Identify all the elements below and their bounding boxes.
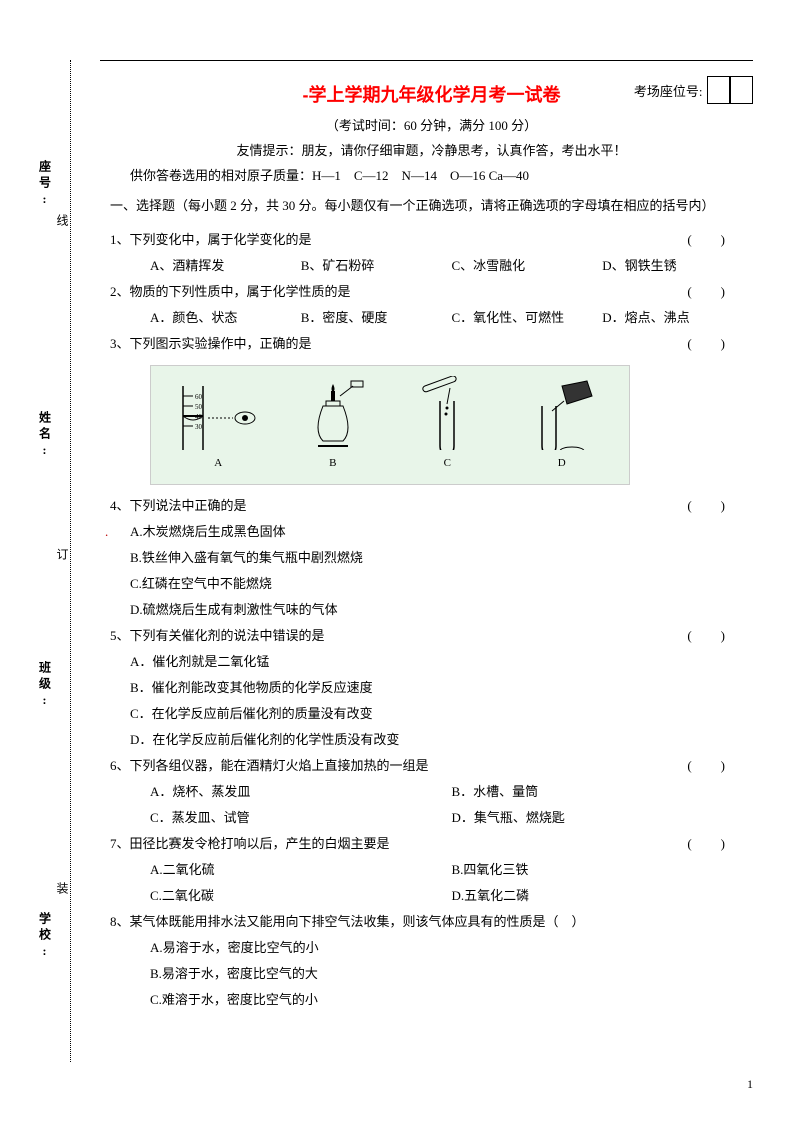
- diagram-d: D: [505, 376, 620, 474]
- diagram-c: C: [390, 376, 505, 474]
- seat-cell[interactable]: [729, 76, 753, 104]
- question-3: 3、下列图示实验操作中，正确的是 ( ) 60 50 40 30: [110, 331, 753, 485]
- exam-title: -学上学期九年级化学月考一试卷: [303, 81, 561, 107]
- q5-opt-b: B．催化剂能改变其他物质的化学反应速度: [130, 675, 753, 701]
- svg-text:50: 50: [195, 403, 203, 411]
- seat-number-box: 考场座位号:: [634, 76, 753, 104]
- q5-opt-c: C．在化学反应前后催化剂的质量没有改变: [130, 701, 753, 727]
- q5-opt-d: D．在化学反应前后催化剂的化学性质没有改变: [130, 727, 753, 753]
- header-row: -学上学期九年级化学月考一试卷 考场座位号:: [110, 81, 753, 107]
- q4-opt-d: D.硫燃烧后生成有刺激性气味的气体: [130, 597, 753, 623]
- q1-opt-b: B、矿石粉碎: [301, 253, 452, 279]
- binding-mark-bind: 装: [54, 882, 71, 909]
- q3-diagram-box: 60 50 40 30 A: [150, 365, 630, 485]
- q6-opt-c: C．蒸发皿、试管: [150, 805, 452, 831]
- q1-opt-d: D、钢铁生锈: [602, 253, 753, 279]
- cylinder-eye-icon: 60 50 40 30: [173, 376, 263, 450]
- q2-opt-d: D．熔点、沸点: [602, 305, 753, 331]
- test-tube-pour-icon: [522, 376, 602, 450]
- seat-label: 考场座位号:: [634, 81, 703, 100]
- q5-answer-blank[interactable]: ( ): [687, 623, 753, 649]
- q8-stem: 8、某气体既能用排水法又能用向下排空气法收集，则该气体应具有的性质是（ ）: [110, 909, 753, 935]
- q2-opt-a: A．颜色、状态: [150, 305, 301, 331]
- binding-label-seat: 座号:: [37, 160, 54, 210]
- test-tube-dropper-icon: [412, 376, 482, 450]
- question-7: 7、田径比赛发令枪打响以后，产生的白烟主要是 ( ) A.二氧化硫 B.四氧化三…: [110, 831, 753, 909]
- q5-opt-a: A．催化剂就是二氧化锰: [130, 649, 753, 675]
- q4-stem: 4、下列说法中正确的是: [110, 493, 687, 519]
- page-number: 1: [747, 1077, 753, 1092]
- q3-answer-blank[interactable]: ( ): [687, 331, 753, 357]
- q1-stem: 1、下列变化中，属于化学变化的是: [110, 227, 687, 253]
- q6-answer-blank[interactable]: ( ): [687, 753, 753, 779]
- q7-opt-c: C.二氧化碳: [150, 883, 452, 909]
- q2-opt-b: B．密度、硬度: [301, 305, 452, 331]
- q8-opt-b: B.易溶于水，密度比空气的大: [150, 961, 753, 987]
- binding-mark-staple: 订: [54, 548, 71, 575]
- diagram-d-label: D: [558, 452, 566, 474]
- question-4: 4、下列说法中正确的是 ( ) . A.木炭燃烧后生成黑色固体 B.铁丝伸入盛有…: [110, 493, 753, 623]
- q1-opt-c: C、冰雪融化: [452, 253, 603, 279]
- q4-answer-blank[interactable]: ( ): [687, 493, 753, 519]
- svg-text:40: 40: [195, 413, 203, 421]
- alcohol-lamp-icon: [298, 376, 368, 450]
- atomic-masses: 供你答卷选用的相对原子质量：H—1 C—12 N—14 O—16 Ca—40: [110, 165, 753, 184]
- diagram-a: 60 50 40 30 A: [161, 376, 276, 474]
- q6-opt-a: A．烧杯、蒸发皿: [150, 779, 452, 805]
- q4-opt-a: A.木炭燃烧后生成黑色固体: [130, 519, 753, 545]
- q6-stem: 6、下列各组仪器，能在酒精灯火焰上直接加热的一组是: [110, 753, 687, 779]
- diagram-c-label: C: [444, 452, 451, 474]
- binding-mark-line: 线: [54, 214, 71, 241]
- diagram-b-label: B: [329, 452, 336, 474]
- q7-stem: 7、田径比赛发令枪打响以后，产生的白烟主要是: [110, 831, 687, 857]
- binding-label-class: 班级:: [37, 661, 54, 711]
- exam-hint: 友情提示：朋友，请你仔细审题，冷静思考，认真作答，考出水平！: [110, 140, 753, 159]
- svg-text:60: 60: [195, 393, 203, 401]
- q8-opt-c: C.难溶于水，密度比空气的小: [150, 987, 753, 1013]
- seat-cell[interactable]: [707, 76, 731, 104]
- svg-text:30: 30: [195, 423, 203, 431]
- q4-opt-b: B.铁丝伸入盛有氧气的集气瓶中剧烈燃烧: [130, 545, 753, 571]
- q5-stem: 5、下列有关催化剂的说法中错误的是: [110, 623, 687, 649]
- q7-opt-a: A.二氧化硫: [150, 857, 452, 883]
- q3-stem: 3、下列图示实验操作中，正确的是: [110, 331, 687, 357]
- diagram-b: B: [276, 376, 391, 474]
- page-content: -学上学期九年级化学月考一试卷 考场座位号: （考试时间：60 分钟，满分 10…: [100, 60, 753, 1013]
- binding-edge-line: [70, 60, 90, 1062]
- q7-answer-blank[interactable]: ( ): [687, 831, 753, 857]
- binding-label-school: 学校:: [37, 912, 54, 962]
- question-5: 5、下列有关催化剂的说法中错误的是 ( ) A．催化剂就是二氧化锰 B．催化剂能…: [110, 623, 753, 753]
- q1-answer-blank[interactable]: ( ): [687, 227, 753, 253]
- question-6: 6、下列各组仪器，能在酒精灯火焰上直接加热的一组是 ( ) A．烧杯、蒸发皿 B…: [110, 753, 753, 831]
- q4-opt-c: C.红磷在空气中不能燃烧: [130, 571, 753, 597]
- q2-stem: 2、物质的下列性质中，属于化学性质的是: [110, 279, 687, 305]
- red-dot-icon: .: [105, 519, 108, 545]
- question-8: 8、某气体既能用排水法又能用向下排空气法收集，则该气体应具有的性质是（ ） A.…: [110, 909, 753, 1013]
- q8-opt-a: A.易溶于水，密度比空气的小: [150, 935, 753, 961]
- exam-subtitle: （考试时间：60 分钟，满分 100 分）: [110, 115, 753, 134]
- question-2: 2、物质的下列性质中，属于化学性质的是 ( ) A．颜色、状态 B．密度、硬度 …: [110, 279, 753, 331]
- q7-opt-b: B.四氧化三铁: [452, 857, 754, 883]
- question-1: 1、下列变化中，属于化学变化的是 ( ) A、酒精挥发 B、矿石粉碎 C、冰雪融…: [110, 227, 753, 279]
- q6-opt-d: D．集气瓶、燃烧匙: [452, 805, 754, 831]
- q7-opt-d: D.五氧化二磷: [452, 883, 754, 909]
- section-1-head: 一、选择题（每小题 2 分，共 30 分。每小题仅有一个正确选项，请将正确选项的…: [110, 194, 753, 219]
- seat-grid: [707, 76, 754, 104]
- diagram-a-label: A: [214, 452, 222, 474]
- binding-label-name: 姓名:: [37, 411, 54, 461]
- q2-answer-blank[interactable]: ( ): [687, 279, 753, 305]
- binding-marks: 线 订 装: [55, 60, 70, 1062]
- q6-opt-b: B．水槽、量筒: [452, 779, 754, 805]
- q1-opt-a: A、酒精挥发: [150, 253, 301, 279]
- q2-opt-c: C．氧化性、可燃性: [452, 305, 603, 331]
